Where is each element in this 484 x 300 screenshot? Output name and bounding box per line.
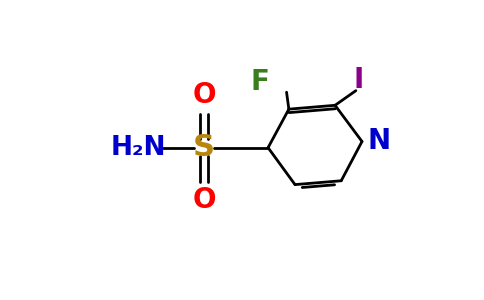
Text: N: N xyxy=(367,128,391,155)
Text: I: I xyxy=(353,66,363,94)
Text: F: F xyxy=(251,68,270,96)
Text: O: O xyxy=(193,81,216,109)
Text: O: O xyxy=(193,186,216,214)
Text: S: S xyxy=(193,133,215,162)
Text: H₂N: H₂N xyxy=(111,135,166,161)
